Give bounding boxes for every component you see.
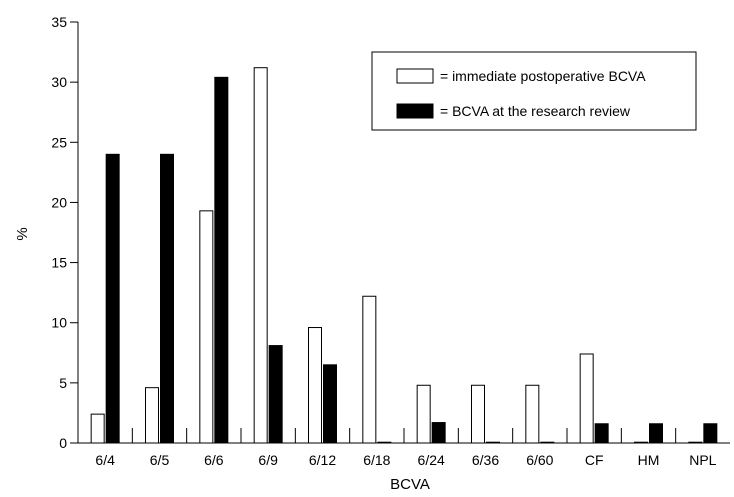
x-tick-label: HM xyxy=(638,452,660,468)
bar-immediate-postoperative xyxy=(688,441,703,444)
y-axis-title: % xyxy=(14,227,31,240)
y-ticks: 0 5 10 15 20 25 30 35 xyxy=(51,14,78,451)
x-tick-label: 6/6 xyxy=(204,452,224,468)
bar-research-review xyxy=(649,423,663,444)
bar-research-review xyxy=(431,422,446,444)
legend-label-immediate: = immediate postoperative BCVA xyxy=(440,68,646,84)
legend-swatch-immediate xyxy=(396,68,434,84)
y-tick-label: 5 xyxy=(59,375,67,391)
x-tick-label: 6/4 xyxy=(95,452,115,468)
legend: = immediate postoperative BCVA = BCVA at… xyxy=(371,51,697,131)
bar-research-review xyxy=(486,441,500,444)
x-tick-label: 6/18 xyxy=(363,452,390,468)
bar-immediate-postoperative xyxy=(308,327,322,444)
bar-research-review xyxy=(703,423,718,444)
bar-immediate-postoperative xyxy=(145,387,159,444)
y-tick-label: 25 xyxy=(51,134,67,150)
bar-research-review xyxy=(540,441,555,444)
y-tick-label: 0 xyxy=(59,435,67,451)
x-tick-label: 6/36 xyxy=(472,452,499,468)
x-ticks: 6/4 6/5 6/6 6/9 6/12 6/18 6/24 6/36 6/60 CF HM NPL xyxy=(95,428,717,468)
bar-immediate-postoperative xyxy=(199,210,214,444)
y-tick-label: 10 xyxy=(51,315,67,331)
x-tick-label: 6/60 xyxy=(526,452,553,468)
bar-research-review xyxy=(214,76,229,444)
legend-swatch-review xyxy=(396,103,434,119)
bar-research-review xyxy=(105,153,120,444)
bar-immediate-postoperative xyxy=(90,413,105,444)
x-tick-label: NPL xyxy=(689,452,716,468)
bar-research-review xyxy=(323,364,337,444)
y-tick-label: 20 xyxy=(51,194,67,210)
y-tick-label: 15 xyxy=(51,255,67,271)
x-tick-label: 6/9 xyxy=(258,452,278,468)
y-tick-label: 30 xyxy=(51,74,67,90)
bar-research-review xyxy=(377,441,392,444)
legend-label-review: = BCVA at the research review xyxy=(440,103,631,119)
x-tick-label: 6/24 xyxy=(418,452,445,468)
bar-immediate-postoperative xyxy=(471,384,485,444)
x-tick-label: CF xyxy=(585,452,604,468)
x-axis-title: BCVA xyxy=(390,476,430,493)
y-tick-label: 35 xyxy=(51,14,67,30)
bar-immediate-postoperative xyxy=(525,384,540,444)
bar-immediate-postoperative xyxy=(579,353,594,444)
bars xyxy=(90,67,718,444)
bar-immediate-postoperative xyxy=(253,67,268,444)
bar-research-review xyxy=(160,153,174,444)
bar-immediate-postoperative xyxy=(634,441,648,444)
bar-immediate-postoperative xyxy=(362,295,377,444)
bar-research-review xyxy=(594,423,609,444)
bar-research-review xyxy=(268,345,283,444)
x-tick-label: 6/5 xyxy=(150,452,170,468)
x-tick-label: 6/12 xyxy=(309,452,336,468)
bar-immediate-postoperative xyxy=(416,384,431,444)
